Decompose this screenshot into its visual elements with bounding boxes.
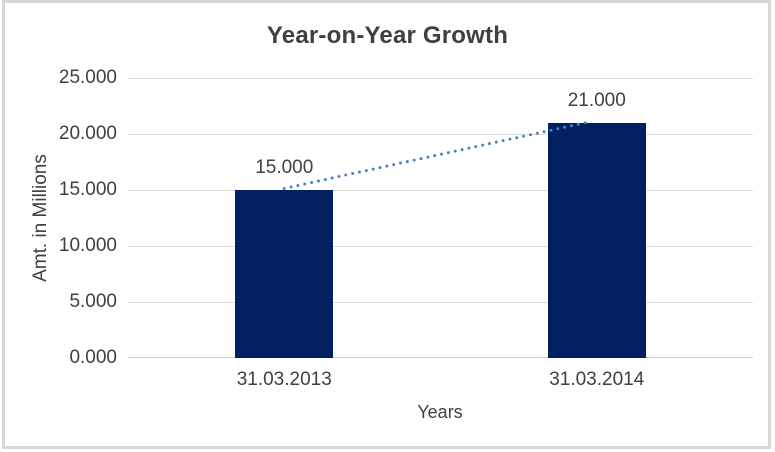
gridline [128,78,753,79]
y-axis-title: Amt. in Millions [30,154,51,282]
x-tick-label: 31.03.2014 [549,369,645,390]
y-tick-label: 5.000 [69,291,117,312]
gridline [128,134,753,135]
gridline [128,246,753,247]
y-tick-label: 25.000 [58,67,117,88]
bar [235,190,334,358]
chart-title: Year-on-Year Growth [266,22,509,49]
bar-value-label: 15.000 [255,157,314,178]
gridline [128,302,753,303]
y-tick-label: 10.000 [58,235,117,256]
y-tick-label: 0.000 [69,347,117,368]
bar [547,122,646,358]
x-axis-title: Years [417,402,463,422]
x-tick-label: 31.03.2013 [236,369,332,390]
plot-area [128,78,753,358]
y-tick-label: 20.000 [58,123,117,144]
trendline [282,119,594,190]
x-axis-line [128,357,753,358]
bar-value-label: 21.000 [567,89,626,111]
gridline [128,190,753,191]
y-tick-label: 15.000 [58,179,117,200]
